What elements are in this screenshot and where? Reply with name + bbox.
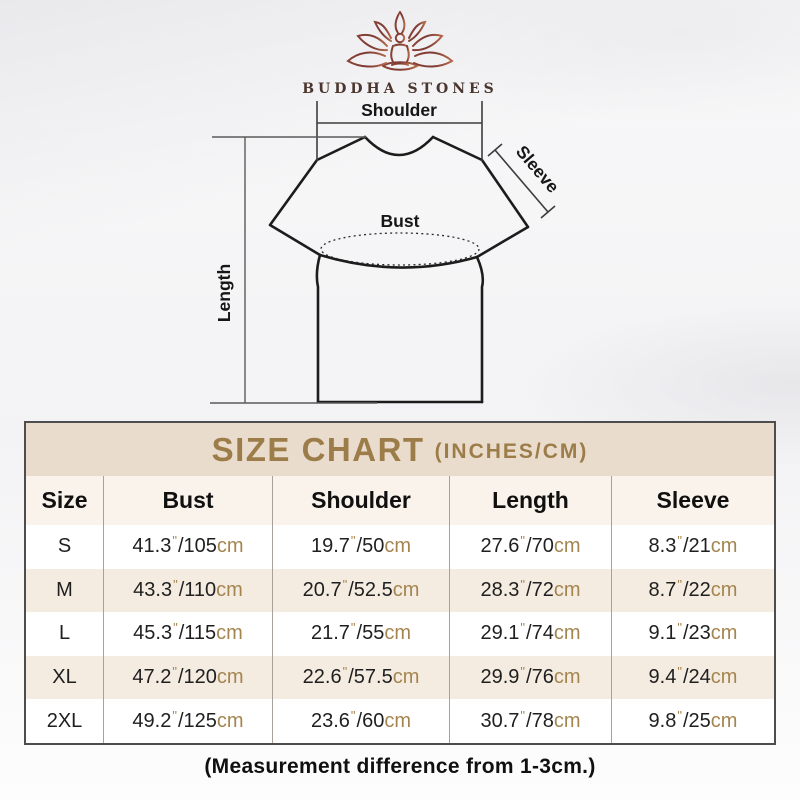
sleeve-value: 8.3 "/21 cm [611, 525, 774, 569]
size-value: M [56, 578, 73, 601]
bust-value: 49.2 "/125 cm [103, 699, 272, 743]
length-measure-lines [210, 136, 377, 404]
sleeve-value: 9.1 "/23 cm [611, 612, 774, 656]
bust-dotted-ellipse [320, 232, 480, 266]
size-value: S [57, 535, 72, 558]
bust-value: 45.3 "/115 cm [103, 612, 272, 656]
size-row-S: S 41.3 "/105 cm 19.7 "/50 cm 27.6 "/70 cm 8.3 "/21 c… [26, 525, 774, 569]
column-header-bust: Bust [103, 476, 272, 525]
shoulder-value: 20.7 "/52.5 cm [272, 568, 449, 613]
brand-name: BUDDHA STONES [302, 81, 498, 97]
sleeve-value: 8.7 "/22 cm [611, 568, 774, 613]
length-value: 29.1 "/74 cm [449, 612, 611, 656]
size-row-XL: XL 47.2 "/120 cm 22.6 "/57.5 cm 29.9 "/76 cm 9.4 " /… [26, 655, 774, 700]
size-chart-title: SIZE CHART [211, 430, 425, 468]
length-value: 30.7 "/78 cm [449, 699, 611, 743]
bust-label: Bust [381, 211, 420, 231]
size-chart-subtitle: (INCHES/CM) [434, 440, 589, 463]
shoulder-label: Shoulder [361, 100, 437, 120]
bust-value: 41.3 "/105 cm [103, 525, 272, 569]
size-row-M: M 43.3 "/110 cm 20.7 "/52.5 cm 28.3 "/72 cm 8.7 "/2… [26, 568, 774, 613]
size-rows: S 41.3 "/105 cm 19.7 "/50 cm 27.6 "/70 cm 8.3 "/21 c… [26, 525, 774, 743]
size-value: 2XL [46, 709, 83, 732]
column-header-length: Length [449, 476, 611, 525]
tshirt-outline [268, 135, 530, 404]
length-value: 28.3 "/72 cm [449, 568, 611, 613]
column-header-size: Size [41, 487, 88, 513]
size-value: XL [52, 666, 77, 689]
sleeve-value: 9.4 "/24 cm [611, 655, 774, 700]
size-row-2XL: 2XL 49.2 "/125 cm 23.6 "/60 cm 30.7 "/78 cm 9.8 "/2… [26, 699, 774, 743]
shoulder-measure-lines [316, 101, 483, 161]
brand-header: BUDDHA STONES [0, 8, 800, 97]
tshirt-measurement-diagram: Shoulder Length Sleeve Bust [210, 100, 563, 404]
bust-value: 47.2 "/120 cm [103, 655, 272, 700]
column-header-sleeve: Sleeve [611, 476, 774, 525]
sleeve-measure-lines [487, 143, 556, 219]
shoulder-value: 21.7 "/55 cm [272, 612, 449, 656]
shoulder-value: 22.6 "/57.5 cm [272, 655, 449, 700]
sleeve-label: Sleeve [512, 142, 563, 197]
size-chart-title-band: SIZE CHART (INCHES/CM) [26, 423, 774, 476]
lotus-meditation-icon [346, 11, 454, 71]
length-label: Length [214, 264, 234, 322]
size-value: L [58, 622, 71, 645]
length-value: 27.6 "/70 cm [449, 525, 611, 569]
sleeve-value: 9.8 "/25 cm [611, 699, 774, 743]
column-header-shoulder: Shoulder [272, 476, 449, 525]
size-chart-table: SIZE CHART (INCHES/CM) Size Bust Shoulde… [24, 421, 776, 745]
measurement-footnote: (Measurement difference from 1-3cm.) [204, 755, 596, 778]
shoulder-value: 23.6 "/60 cm [272, 699, 449, 743]
length-value: 29.9 "/76 cm [449, 655, 611, 700]
shoulder-value: 19.7 "/50 cm [272, 525, 449, 569]
bust-value: 43.3 "/110 cm [103, 568, 272, 613]
column-header-row: Size Bust Shoulder Length Sleeve [26, 476, 774, 525]
size-row-L: L 45.3 "/115 cm 21.7 "/55 cm 29.1 "/74 cm 9.1 "/23 c… [26, 612, 774, 656]
